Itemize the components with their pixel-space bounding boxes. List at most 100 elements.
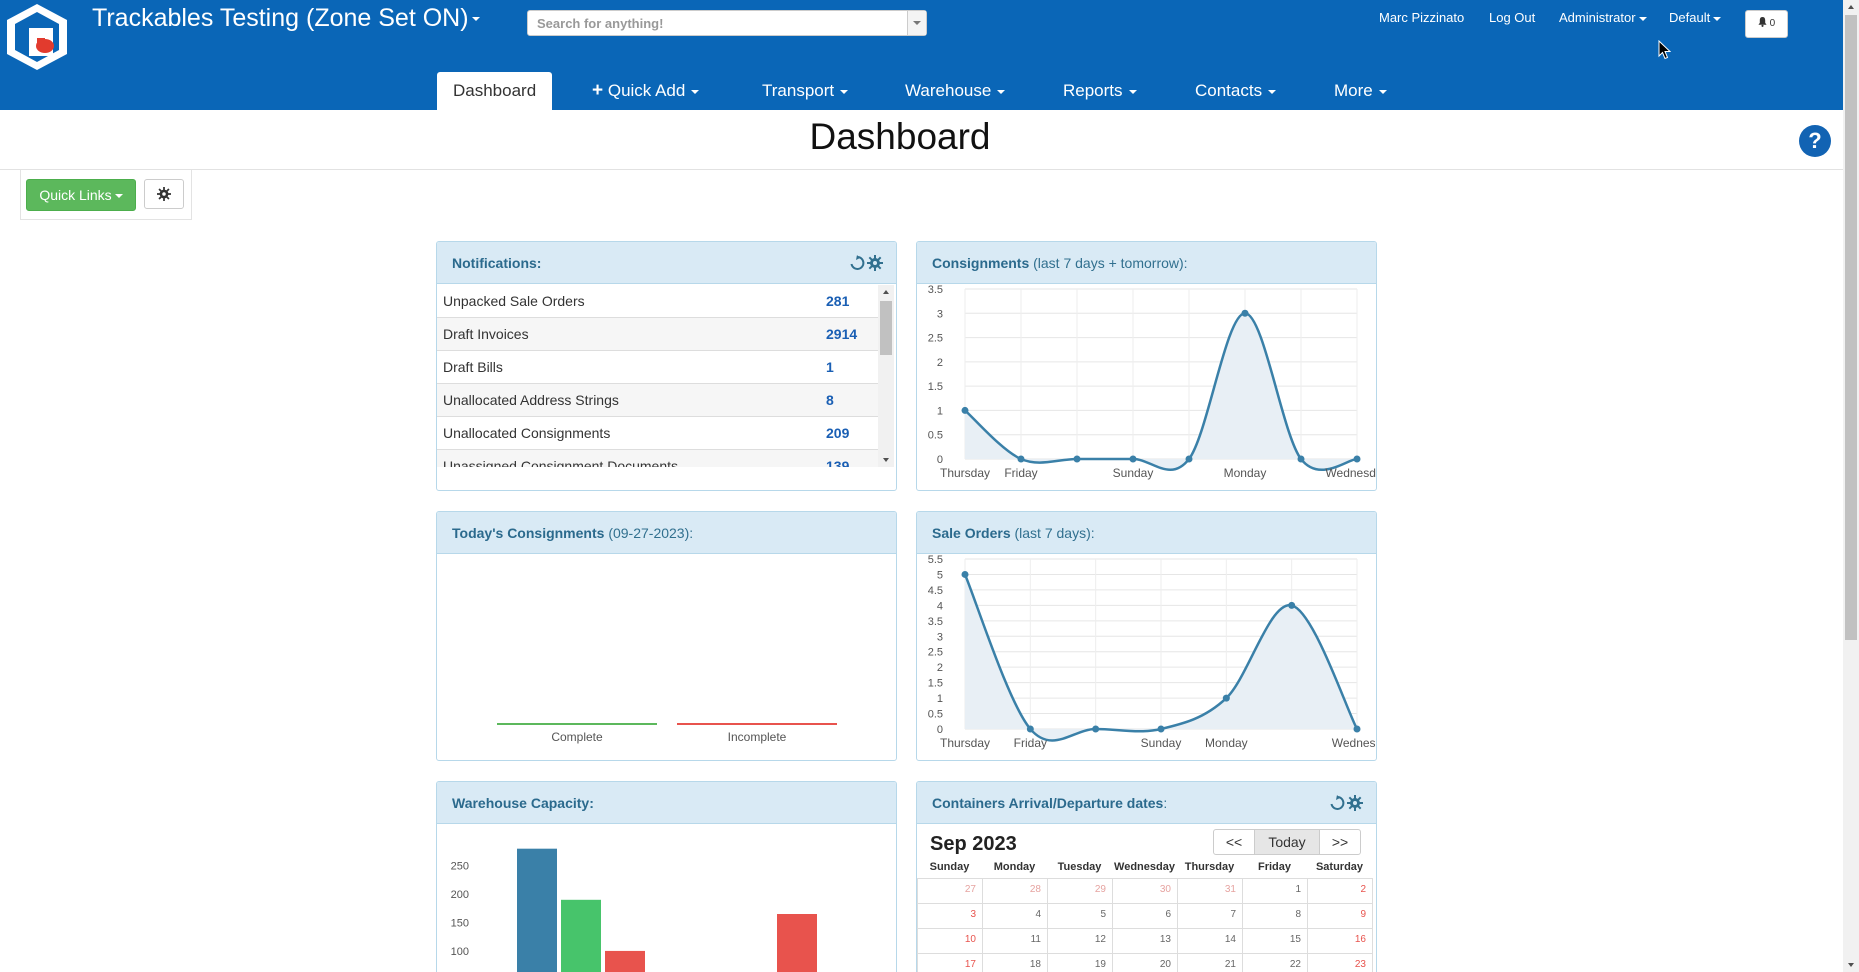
x-tick-label: Friday xyxy=(1004,466,1037,480)
panel-title: Warehouse Capacity: xyxy=(452,795,594,811)
x-tick-label: Sunday xyxy=(1141,736,1182,750)
bar xyxy=(497,723,657,725)
calendar-day-number: 11 xyxy=(1031,934,1042,945)
app-logo[interactable] xyxy=(5,2,69,72)
weekday-label: Wednesday xyxy=(1114,861,1175,873)
scroll-down-icon xyxy=(883,458,889,462)
top-navbar: Trackables Testing (Zone Set ON) Marc Pi… xyxy=(0,0,1843,110)
chevron-down-icon xyxy=(840,89,849,94)
calendar-day-cell xyxy=(1177,928,1243,954)
nav-tab-warehouse[interactable]: Warehouse xyxy=(905,72,1006,110)
notification-count-link[interactable]: 8 xyxy=(826,392,834,408)
notification-count: 0 xyxy=(1769,18,1776,29)
weekday-label: Saturday xyxy=(1315,861,1364,873)
notification-row[interactable]: Draft Invoices 2914 xyxy=(437,318,878,351)
notification-label: Draft Bills xyxy=(443,359,503,375)
refresh-icon[interactable] xyxy=(1330,795,1345,810)
notification-label: Unallocated Address Strings xyxy=(443,392,619,408)
profile-dropdown[interactable]: Default xyxy=(1669,10,1722,25)
notifications-scrollbar[interactable] xyxy=(878,285,894,467)
user-name-link[interactable]: Marc Pizzinato xyxy=(1379,10,1465,25)
y-tick-label: 200 xyxy=(451,889,469,901)
sale-orders-panel: Sale Orders (last 7 days): 0 0.5 1 1.5 2 2.5 3… xyxy=(916,511,1377,761)
notification-count-link[interactable]: 1 xyxy=(826,359,834,375)
notification-count-link[interactable]: 209 xyxy=(826,425,850,441)
profile-label: Default xyxy=(1669,10,1711,25)
calendar-day-number: 2 xyxy=(1360,884,1366,895)
notification-row[interactable]: Unpacked Sale Orders 281 xyxy=(437,285,878,318)
y-tick-label: 1 xyxy=(937,405,943,417)
calendar-prev-button[interactable]: << xyxy=(1213,829,1255,855)
calendar-next-button[interactable]: >> xyxy=(1319,829,1361,855)
x-tick-label: Monday xyxy=(1224,466,1267,480)
help-button[interactable]: ? xyxy=(1799,125,1831,157)
chevron-down-icon xyxy=(1268,89,1277,94)
todays-consignments-chart: Complete Incomplete xyxy=(497,723,837,744)
bar xyxy=(777,914,817,972)
nav-tab-label: Contacts xyxy=(1195,81,1263,100)
data-point xyxy=(1092,725,1100,733)
nav-tab-contacts[interactable]: Contacts xyxy=(1195,72,1277,110)
nav-tab-quick-add[interactable]: + Quick Add xyxy=(592,72,700,110)
notification-label: Unpacked Sale Orders xyxy=(443,293,585,309)
quick-links-button[interactable]: Quick Links xyxy=(26,179,136,211)
y-tick-label: 250 xyxy=(451,861,469,873)
chevron-down-icon xyxy=(1128,89,1137,94)
calendar-day-cell xyxy=(1112,903,1178,929)
refresh-icon[interactable] xyxy=(850,255,865,270)
calendar-day-cell xyxy=(1112,878,1178,904)
calendar-day-number: 16 xyxy=(1355,934,1367,945)
scrollbar-thumb[interactable] xyxy=(1845,15,1857,640)
x-tick-label: Incomplete xyxy=(728,730,787,744)
nav-tab-dashboard[interactable]: Dashboard xyxy=(437,72,553,110)
weekday-label: Tuesday xyxy=(1057,861,1102,873)
search-input[interactable] xyxy=(527,10,927,36)
gear-icon[interactable] xyxy=(1347,795,1363,811)
calendar-day-cell xyxy=(1307,953,1373,972)
x-tick-label: Thursday xyxy=(940,466,990,480)
panel-title: Sale Orders xyxy=(932,525,1011,541)
calendar-day-number: 19 xyxy=(1095,959,1107,970)
y-tick-label: 4.5 xyxy=(928,585,943,597)
nav-tab-transport[interactable]: Transport xyxy=(762,72,849,110)
dashboard-settings-button[interactable] xyxy=(144,179,184,209)
chevron-down-icon xyxy=(471,17,480,22)
calendar-day-number: 1 xyxy=(1295,884,1301,895)
chevron-down-icon xyxy=(997,89,1006,94)
calendar-day-number: 6 xyxy=(1165,909,1171,920)
scrollbar-thumb[interactable] xyxy=(880,301,892,355)
notification-row[interactable]: Draft Bills 1 xyxy=(437,351,878,384)
weekday-label: Sunday xyxy=(929,861,970,873)
bar xyxy=(677,723,837,725)
nav-tab-more[interactable]: More xyxy=(1334,72,1387,110)
panel-subtitle: (09-27-2023): xyxy=(608,525,694,541)
notification-count-link[interactable]: 139 xyxy=(826,458,850,467)
notifications-panel: Notifications: Unpacked Sale Orders 281 D… xyxy=(436,241,897,491)
nav-tab-reports[interactable]: Reports xyxy=(1063,72,1137,110)
calendar-day-number: 10 xyxy=(965,934,977,945)
data-point xyxy=(1353,455,1361,463)
notification-row[interactable]: Unallocated Address Strings 8 xyxy=(437,384,878,417)
y-tick-label: 2.5 xyxy=(928,333,943,345)
notification-row[interactable]: Unallocated Consignments 209 xyxy=(437,417,878,450)
app-title-dropdown[interactable]: Trackables Testing (Zone Set ON) xyxy=(92,4,480,33)
page-scrollbar[interactable] xyxy=(1843,0,1859,972)
panel-title-suffix: : xyxy=(1163,795,1168,811)
search-dropdown-button[interactable] xyxy=(907,11,926,35)
notifications-button[interactable]: 0 xyxy=(1745,10,1788,38)
notification-count-link[interactable]: 281 xyxy=(826,293,850,309)
nav-tab-label: Transport xyxy=(762,81,835,100)
logout-link[interactable]: Log Out xyxy=(1489,10,1536,25)
role-dropdown[interactable]: Administrator xyxy=(1559,10,1647,25)
data-point xyxy=(961,570,969,578)
gear-icon[interactable] xyxy=(867,255,883,271)
calendar-day-number: 28 xyxy=(1030,884,1042,895)
calendar-today-button[interactable]: Today xyxy=(1254,829,1320,855)
data-point xyxy=(1241,309,1249,317)
calendar-month-title: Sep 2023 xyxy=(930,833,1017,855)
x-tick-label: Complete xyxy=(551,730,603,744)
notification-count-link[interactable]: 2914 xyxy=(826,326,858,342)
notification-row[interactable]: Unassigned Consignment Documents 139 xyxy=(437,450,878,467)
y-tick-label: 3.5 xyxy=(928,285,943,296)
